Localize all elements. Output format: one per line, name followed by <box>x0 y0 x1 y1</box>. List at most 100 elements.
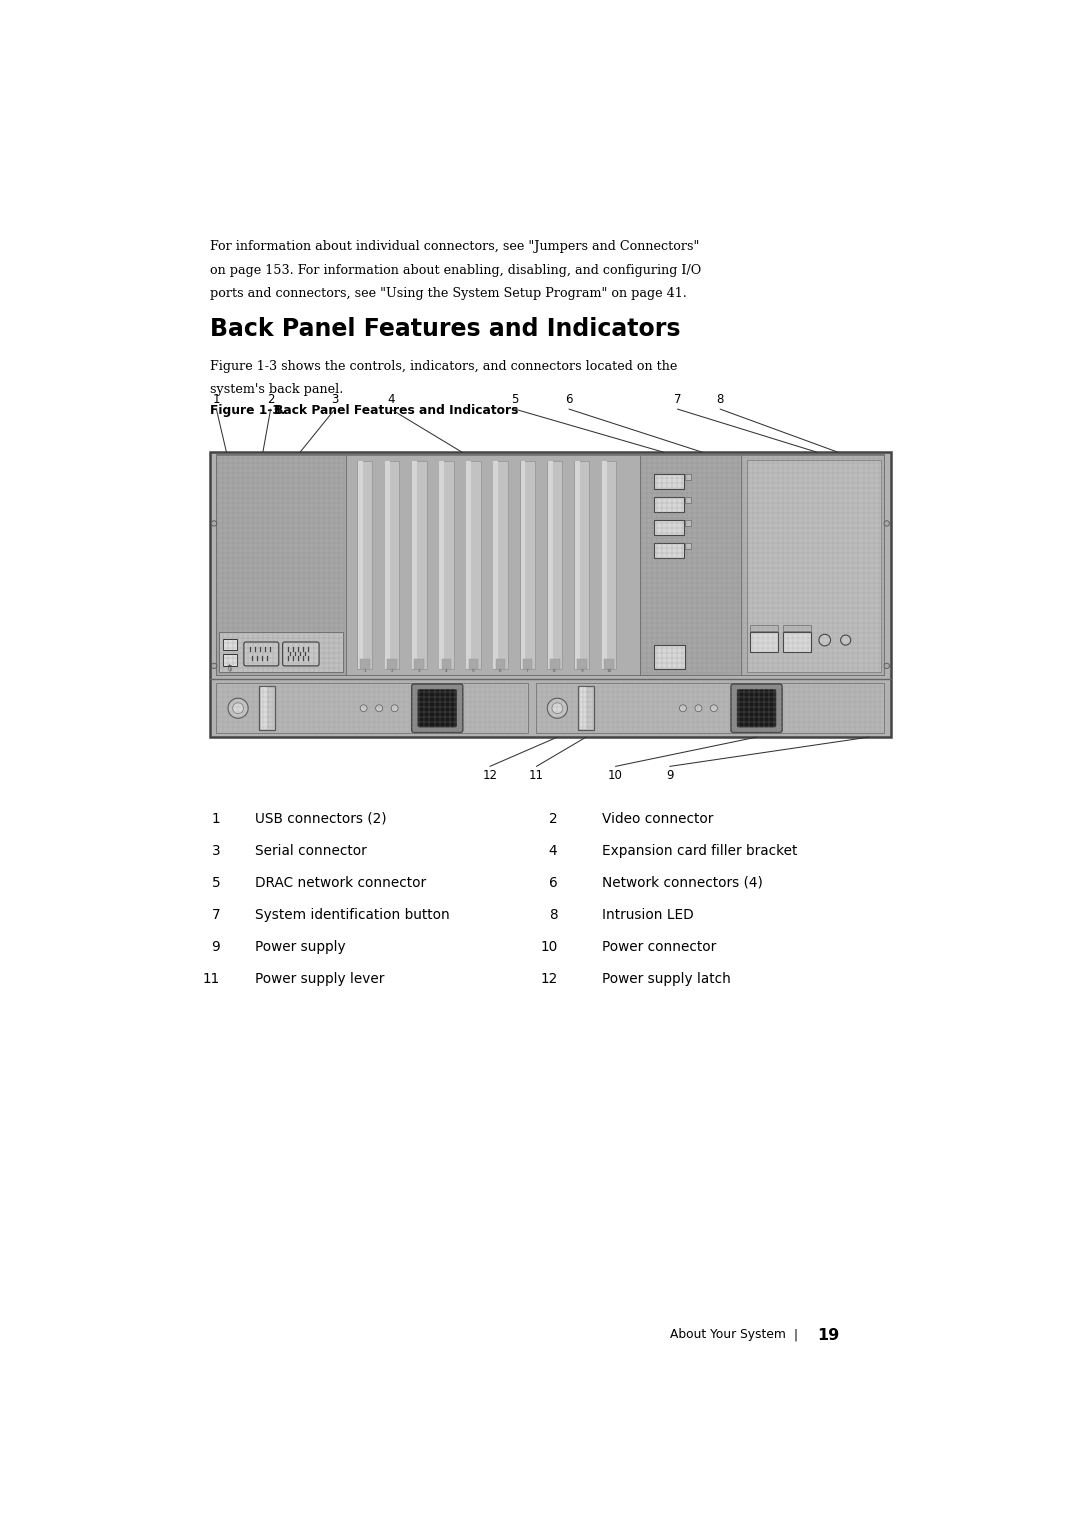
Text: 5: 5 <box>511 393 518 407</box>
Text: 9: 9 <box>666 769 674 783</box>
Bar <box>783 625 811 631</box>
Text: 7: 7 <box>526 670 529 673</box>
Bar <box>536 683 885 734</box>
Bar <box>751 625 779 631</box>
Bar <box>384 462 400 668</box>
Bar <box>494 462 508 668</box>
Text: 3: 3 <box>332 393 339 407</box>
Text: 12: 12 <box>540 971 557 986</box>
Text: ports and connectors, see "Using the System Setup Program" on page 41.: ports and connectors, see "Using the Sys… <box>211 286 687 300</box>
Circle shape <box>360 705 367 711</box>
Text: 2: 2 <box>267 393 274 407</box>
Text: Expansion card filler bracket: Expansion card filler bracket <box>602 844 797 858</box>
Bar <box>654 474 684 489</box>
Text: Serial connector: Serial connector <box>255 844 367 858</box>
Text: 10: 10 <box>606 670 611 673</box>
Bar <box>654 645 685 668</box>
Bar <box>357 462 373 668</box>
Text: 10: 10 <box>608 769 623 783</box>
Bar <box>259 687 274 731</box>
Bar <box>578 687 594 731</box>
Bar <box>548 462 563 668</box>
Bar <box>442 659 451 668</box>
FancyBboxPatch shape <box>418 690 457 728</box>
FancyBboxPatch shape <box>244 642 279 667</box>
Bar <box>580 687 586 729</box>
Bar <box>602 462 607 668</box>
Text: 6: 6 <box>549 876 557 890</box>
Circle shape <box>819 635 831 645</box>
Text: For information about individual connectors, see "Jumpers and Connectors": For information about individual connect… <box>211 240 700 254</box>
Bar <box>360 659 369 668</box>
Bar <box>685 497 691 503</box>
Text: Figure 1-3 shows the controls, indicators, and connectors located on the: Figure 1-3 shows the controls, indicator… <box>211 359 677 373</box>
Text: 19: 19 <box>816 1329 839 1344</box>
Circle shape <box>212 664 217 668</box>
Text: 6: 6 <box>565 393 572 407</box>
FancyBboxPatch shape <box>411 683 463 732</box>
Text: 4: 4 <box>549 844 557 858</box>
Text: 1: 1 <box>363 670 366 673</box>
Text: 5: 5 <box>212 876 220 890</box>
Bar <box>550 659 559 668</box>
Bar <box>685 543 691 549</box>
Bar <box>384 462 390 668</box>
FancyBboxPatch shape <box>738 690 775 728</box>
Text: 4: 4 <box>387 393 394 407</box>
Circle shape <box>228 699 248 719</box>
Bar <box>654 520 684 535</box>
Bar <box>388 659 396 668</box>
Circle shape <box>376 705 382 711</box>
Text: Intrusion LED: Intrusion LED <box>602 908 693 922</box>
Text: 2: 2 <box>391 670 393 673</box>
Text: 9: 9 <box>580 670 583 673</box>
Bar <box>654 543 684 558</box>
Text: Power supply: Power supply <box>255 940 346 954</box>
Text: 5: 5 <box>472 670 475 673</box>
Text: DRAC network connector: DRAC network connector <box>255 876 427 890</box>
Bar <box>216 454 885 674</box>
Bar <box>211 453 891 737</box>
Circle shape <box>212 521 217 526</box>
Bar <box>640 456 741 674</box>
Bar <box>219 633 342 671</box>
Circle shape <box>885 664 890 668</box>
Text: USB connectors (2): USB connectors (2) <box>255 812 387 826</box>
Bar <box>260 687 267 729</box>
Text: on page 153. For information about enabling, disabling, and configuring I/O: on page 153. For information about enabl… <box>211 263 701 277</box>
Bar <box>216 456 346 674</box>
Bar <box>523 659 532 668</box>
Bar <box>575 462 580 668</box>
Text: Power supply latch: Power supply latch <box>602 971 730 986</box>
Text: 1: 1 <box>213 393 220 407</box>
Text: 4: 4 <box>445 670 447 673</box>
Bar <box>605 659 613 668</box>
Bar <box>741 456 885 674</box>
Text: 11: 11 <box>529 769 544 783</box>
Text: Back Panel Features and Indicators: Back Panel Features and Indicators <box>273 405 518 417</box>
Bar <box>413 462 417 668</box>
Text: 3: 3 <box>418 670 420 673</box>
Text: 2: 2 <box>549 812 557 826</box>
Text: |: | <box>794 1329 797 1341</box>
Text: Power connector: Power connector <box>602 940 716 954</box>
Circle shape <box>391 705 399 711</box>
Bar <box>575 462 590 668</box>
Text: 9: 9 <box>212 940 220 954</box>
Text: Power supply lever: Power supply lever <box>255 971 384 986</box>
Circle shape <box>679 705 687 711</box>
Bar <box>654 497 684 512</box>
Bar <box>467 462 471 668</box>
Text: 3: 3 <box>212 844 220 858</box>
Bar <box>751 631 779 651</box>
Bar <box>440 462 444 668</box>
Text: 11: 11 <box>203 971 220 986</box>
Bar <box>469 659 478 668</box>
Circle shape <box>885 521 890 526</box>
Bar <box>577 659 586 668</box>
Circle shape <box>548 699 567 719</box>
Text: Back Panel Features and Indicators: Back Panel Features and Indicators <box>211 318 680 341</box>
Bar <box>465 462 481 668</box>
Bar <box>685 520 691 526</box>
Text: About Your System: About Your System <box>670 1329 785 1341</box>
